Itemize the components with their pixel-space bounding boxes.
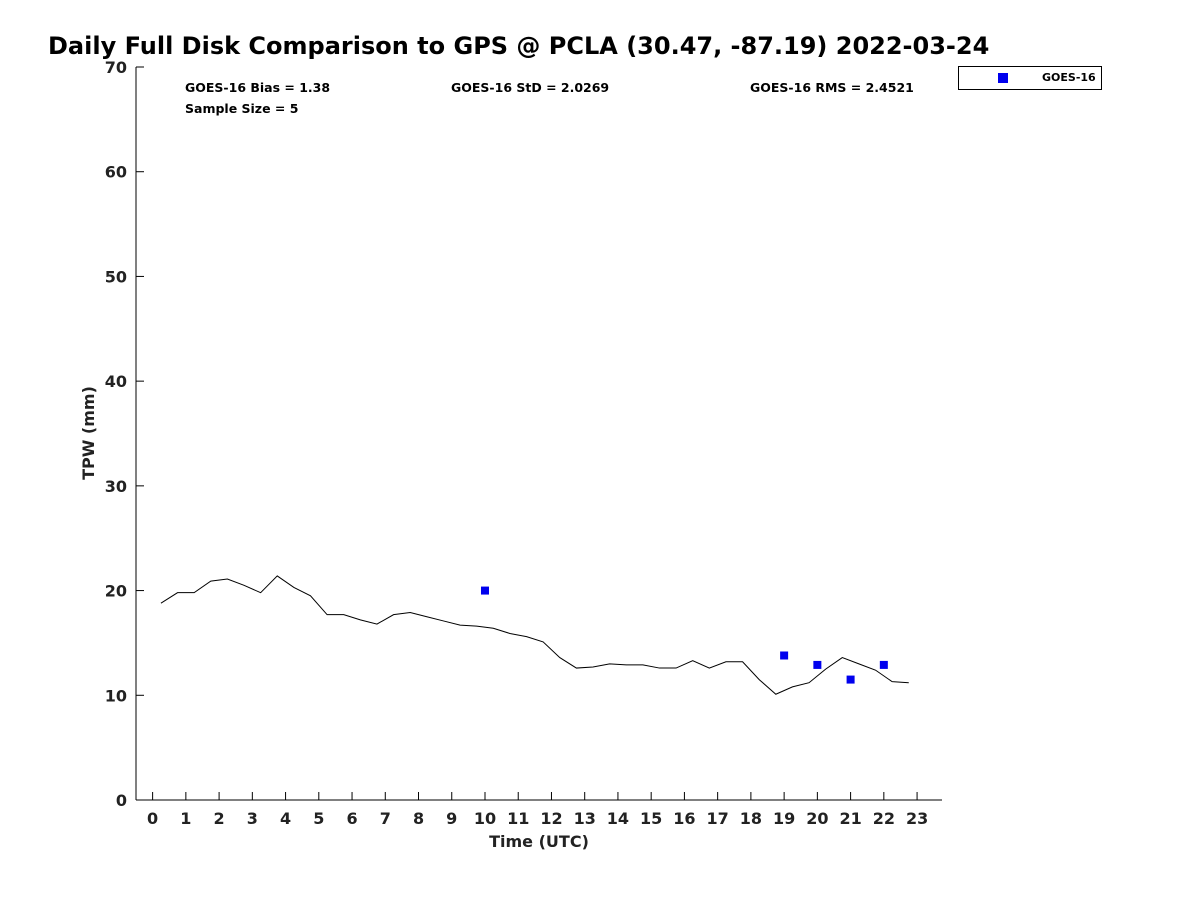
x-tick-label: 11: [507, 809, 529, 828]
x-tick-label: 12: [540, 809, 562, 828]
goes16-point: [780, 651, 789, 660]
y-tick-label: 60: [105, 163, 127, 182]
bias-stat: GOES-16 Bias = 1.38: [185, 80, 330, 95]
gps-tpw-polyline: [160, 575, 909, 695]
x-tick-label: 3: [247, 809, 258, 828]
x-tick-label: 8: [413, 809, 424, 828]
x-tick-label: 9: [446, 809, 457, 828]
x-tick-label: 15: [640, 809, 662, 828]
legend: GOES-16: [958, 66, 1102, 90]
y-tick-label: 20: [105, 582, 127, 601]
x-tick-label: 2: [214, 809, 225, 828]
y-tick-label: 30: [105, 477, 127, 496]
y-tick-label: 70: [105, 58, 127, 77]
x-tick-label: 17: [707, 809, 729, 828]
x-tick-label: 4: [280, 809, 291, 828]
y-ticks: 0 10 20 30 40 50 60 70: [105, 58, 144, 810]
x-tick-label: 6: [346, 809, 357, 828]
std-stat: GOES-16 StD = 2.0269: [451, 80, 609, 95]
y-tick-label: 10: [105, 686, 127, 705]
x-tick-label: 1: [180, 809, 191, 828]
goes16-point: [813, 660, 822, 669]
legend-label-goes16: GOES-16: [1042, 71, 1096, 84]
x-axis-label: Time (UTC): [489, 832, 589, 851]
x-tick-label: 23: [906, 809, 928, 828]
goes16-points: [480, 586, 888, 684]
x-tick-label: 10: [474, 809, 496, 828]
x-tick-label: 18: [740, 809, 762, 828]
x-tick-label: 22: [873, 809, 895, 828]
gps-tpw-line: [160, 575, 909, 695]
y-tick-label: 50: [105, 267, 127, 286]
sample-size-stat: Sample Size = 5: [185, 101, 298, 116]
x-tick-label: 0: [147, 809, 158, 828]
x-tick-label: 16: [673, 809, 695, 828]
goes16-point: [480, 586, 489, 595]
legend-swatch-goes16: [998, 73, 1008, 83]
rms-stat: GOES-16 RMS = 2.4521: [750, 80, 914, 95]
y-axis-label: TPW (mm): [79, 386, 98, 480]
x-tick-label: 5: [313, 809, 324, 828]
x-tick-label: 20: [806, 809, 828, 828]
axes: [135, 67, 942, 801]
legend-box: [958, 66, 1102, 90]
x-tick-label: 14: [607, 809, 629, 828]
chart-title: Daily Full Disk Comparison to GPS @ PCLA…: [48, 32, 989, 60]
y-tick-label: 40: [105, 372, 127, 391]
y-tick-label: 0: [116, 791, 127, 810]
x-tick-label: 13: [574, 809, 596, 828]
x-tick-label: 19: [773, 809, 795, 828]
x-ticks: 0 1 2 3 4 5 6 7 8 9 10 11 12 13 14 15 16 17 18 19 20 21 22 23: [147, 792, 928, 828]
x-tick-label: 7: [380, 809, 391, 828]
goes16-point: [846, 675, 855, 684]
x-tick-label: 21: [839, 809, 861, 828]
goes16-point: [879, 660, 888, 669]
